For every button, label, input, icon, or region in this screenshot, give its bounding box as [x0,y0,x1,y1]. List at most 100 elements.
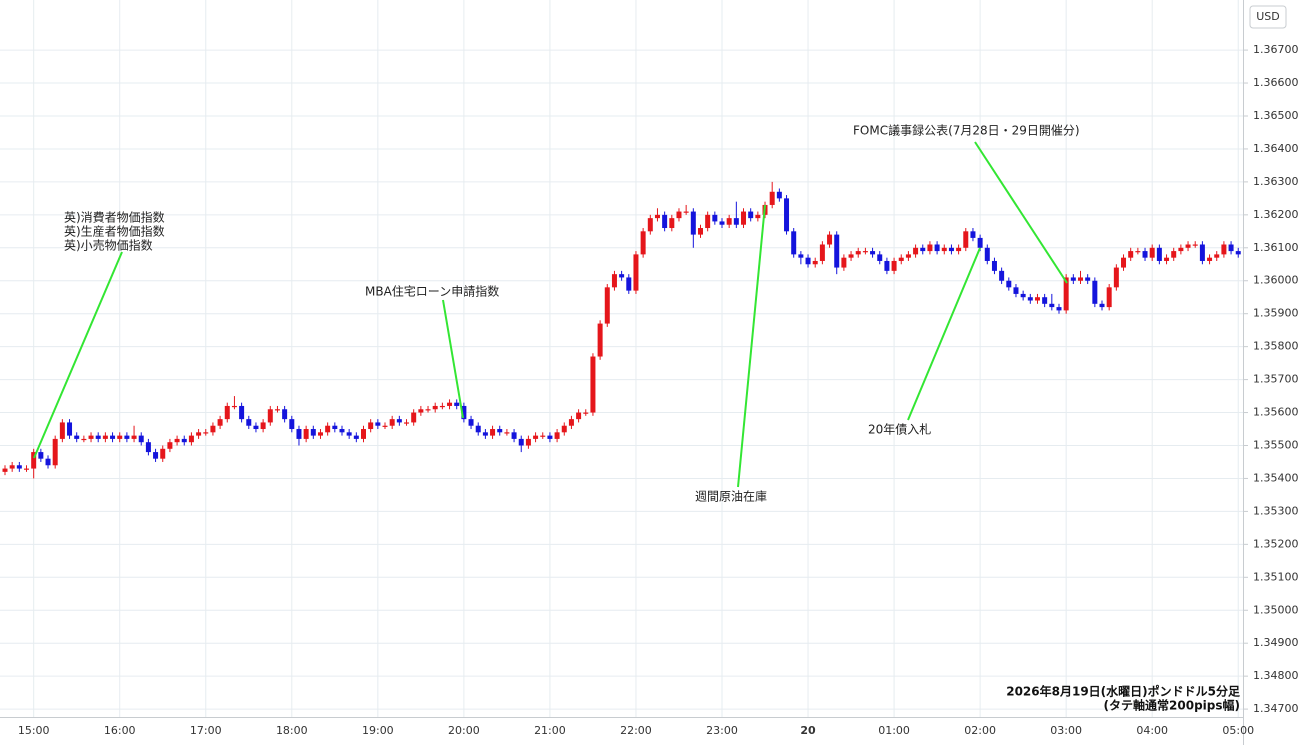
candle-body [2,468,8,472]
y-tick-label: 1.35800 [1253,340,1299,353]
candle-body [948,247,954,252]
candle-body [196,432,202,436]
candle-body [389,419,395,426]
annotation-text: MBA住宅ローン申請指数 [365,284,499,299]
annotation-text: 英)消費者物価指数 [64,210,165,225]
candle-body [1063,277,1069,311]
candle-body [260,422,266,430]
candle-body [1099,303,1105,308]
candle-body [941,247,947,252]
candle-body [619,274,625,278]
candle-body [1049,303,1055,308]
annotation-line [907,247,981,421]
candle-body [239,405,245,420]
candle-body [454,402,460,406]
candle-body [432,405,438,410]
candle-body [332,425,338,430]
y-tick-label: 1.36500 [1253,109,1299,122]
y-tick-label: 1.35900 [1253,307,1299,320]
candle-body [153,452,159,459]
candle-body [468,419,474,426]
candle-body [970,231,976,238]
candle-body [411,412,417,423]
candle-body [1027,297,1033,301]
candle-body [1171,251,1177,258]
candle-body [819,244,825,261]
candle-body [640,231,646,255]
candle-body [920,247,926,252]
note: (タテ軸通常200pips幅) [1104,698,1240,713]
candle-body [1034,297,1040,301]
candle-body [210,425,216,433]
candle-body [855,251,861,255]
candle-body [741,211,747,225]
candle-body [540,435,546,437]
candle-body [217,419,223,426]
candle-body [1070,277,1076,281]
annotation-text: 週間原油在庫 [695,490,767,504]
y-tick-label: 1.36100 [1253,241,1299,254]
x-tick-label: 02:00 [964,724,996,737]
y-tick-label: 1.35500 [1253,438,1299,451]
candle-body [1214,254,1220,258]
candle-body [45,458,51,466]
x-tick-label: 18:00 [276,724,308,737]
x-tick-label: 20:00 [448,724,480,737]
candle-body [913,247,919,255]
candle-body [848,254,854,258]
candle-body [1207,257,1213,261]
candle-body [396,419,402,423]
annotation-text: FOMC議事録公表(7月28日・29日開催分) [853,123,1080,138]
candle-body [1056,307,1062,311]
annotation-text: 英)生産者物価指数 [64,224,165,239]
annotation-line [442,299,464,419]
candle-body [490,429,496,436]
candle-body [1113,267,1119,288]
axes: 1.34700 1.34800 1.34900 1.35000 1.35100 1.352… [18,43,1299,737]
currency: USD [1256,10,1280,23]
candle-body [884,260,890,271]
candle-body [1178,247,1184,252]
candle-body [1006,280,1012,288]
candle-body [547,435,553,439]
candle-body [1121,257,1127,268]
candle-body [124,435,130,439]
x-tick-label: 23:00 [706,724,738,737]
y-tick-label: 1.35100 [1253,570,1299,583]
candle-body [1135,251,1141,253]
note: 2026年8月19日(水曜日)ポンドドル5分足 [1006,684,1240,699]
candle-body [597,323,603,357]
candle-body [346,432,352,436]
candle-body [697,228,703,235]
candle-body [654,214,660,219]
candle-body [145,442,151,453]
candle-body [827,234,833,245]
annotation-line [737,204,766,488]
annotation-line [33,251,123,459]
x-tick-label: 22:00 [620,724,652,737]
y-tick-label: 1.35300 [1253,504,1299,517]
y-tick-label: 1.34900 [1253,636,1299,649]
candle-body [905,254,911,258]
x-tick-label: 03:00 [1050,724,1082,737]
candle-body [353,435,359,439]
candle-body [16,465,22,469]
candle-body [733,218,739,225]
candle-body [1128,251,1134,258]
x-tick-label: 05:00 [1222,724,1254,737]
candle-body [568,419,574,426]
candle-body [174,438,180,443]
y-tick-label: 1.36000 [1253,274,1299,287]
x-tick-label: 04:00 [1136,724,1168,737]
x-tick-label: 21:00 [534,724,566,737]
candle-body [963,231,969,248]
candle-body [203,432,209,434]
candle-body [676,211,682,219]
candle-body [102,435,108,439]
candle-body [769,191,775,205]
candle-body [1156,247,1162,261]
y-tick-label: 1.36600 [1253,76,1299,89]
candle-body [231,405,237,408]
candle-body [1106,287,1112,308]
